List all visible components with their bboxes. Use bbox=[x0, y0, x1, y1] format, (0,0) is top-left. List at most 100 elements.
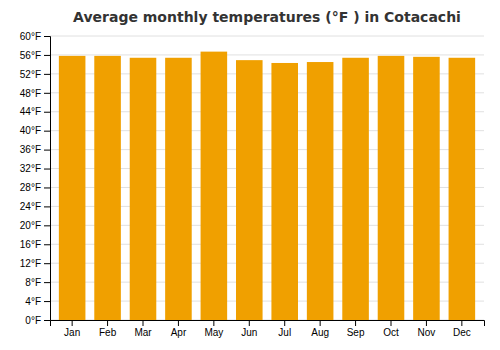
tick-mark bbox=[44, 263, 50, 264]
tick-mark bbox=[320, 320, 321, 326]
axis-line bbox=[51, 321, 485, 327]
bar bbox=[342, 58, 369, 320]
tick: Apr bbox=[171, 320, 187, 338]
tick: Jul bbox=[278, 320, 291, 338]
tick-mark bbox=[44, 93, 50, 94]
bar bbox=[165, 58, 192, 320]
bar bbox=[271, 63, 298, 320]
tick: 44°F bbox=[20, 106, 50, 117]
tick-mark bbox=[44, 112, 50, 113]
tick-mark bbox=[72, 320, 73, 326]
bar bbox=[413, 57, 440, 320]
tick-mark bbox=[44, 187, 50, 188]
tick-label: 44°F bbox=[20, 106, 41, 117]
tick: 60°F bbox=[20, 31, 50, 42]
tick-mark bbox=[284, 320, 285, 326]
tick-label: 52°F bbox=[20, 69, 41, 80]
tick-mark bbox=[178, 320, 179, 326]
tick-label: 0°F bbox=[25, 315, 41, 326]
tick-label: Jul bbox=[278, 327, 291, 338]
tick-label: Mar bbox=[134, 327, 152, 338]
tick: Oct bbox=[383, 320, 399, 338]
bar bbox=[94, 56, 121, 320]
tick-label: 60°F bbox=[20, 31, 41, 42]
tick-label: 4°F bbox=[25, 296, 41, 307]
tick-label: 32°F bbox=[20, 163, 41, 174]
tick-mark bbox=[143, 320, 144, 326]
tick: 32°F bbox=[20, 163, 50, 174]
bar bbox=[201, 52, 228, 320]
bar bbox=[130, 58, 157, 320]
bars bbox=[59, 52, 475, 320]
bar bbox=[449, 58, 476, 320]
tick-mark bbox=[391, 320, 392, 326]
tick: Sep bbox=[347, 320, 365, 338]
tick: 20°F bbox=[20, 220, 50, 231]
tick-mark bbox=[107, 320, 108, 326]
tick-mark bbox=[44, 74, 50, 75]
tick: 8°F bbox=[25, 277, 50, 288]
grid bbox=[50, 36, 484, 320]
tick-label: 12°F bbox=[20, 258, 41, 269]
tick: Jan bbox=[64, 320, 80, 338]
tick: 0°F bbox=[25, 315, 50, 326]
tick: Mar bbox=[134, 320, 152, 338]
tick-label: 36°F bbox=[20, 144, 41, 155]
bar bbox=[59, 56, 86, 320]
tick-label: Jun bbox=[241, 327, 257, 338]
x-axis: Jan Feb Mar Apr May Jun Jul Aug Sep Oct Nov Dec bbox=[51, 320, 485, 338]
tick-label: Aug bbox=[311, 327, 329, 338]
tick: Nov bbox=[418, 320, 436, 338]
axis-line bbox=[44, 37, 51, 321]
tick-label: 24°F bbox=[20, 201, 41, 212]
chart: Jan Feb Mar Apr May Jun Jul Aug Sep Oct Nov Dec 0°F 4… bbox=[0, 0, 500, 350]
tick-mark bbox=[44, 55, 50, 56]
tick: 4°F bbox=[25, 296, 50, 307]
tick-label: Feb bbox=[99, 327, 117, 338]
grid-line bbox=[50, 36, 484, 37]
tick-mark bbox=[44, 225, 50, 226]
tick: Feb bbox=[99, 320, 117, 338]
tick-mark bbox=[44, 244, 50, 245]
tick: 52°F bbox=[20, 69, 50, 80]
tick-label: 8°F bbox=[25, 277, 41, 288]
tick: May bbox=[204, 320, 223, 338]
tick: Aug bbox=[311, 320, 329, 338]
tick: 12°F bbox=[20, 258, 50, 269]
tick-mark bbox=[44, 169, 50, 170]
tick-mark bbox=[44, 301, 50, 302]
tick-mark bbox=[461, 320, 462, 326]
tick-label: Apr bbox=[171, 327, 187, 338]
tick: 24°F bbox=[20, 201, 50, 212]
tick-mark bbox=[213, 320, 214, 326]
tick-label: 40°F bbox=[20, 125, 41, 136]
tick-label: Dec bbox=[453, 327, 471, 338]
bar bbox=[236, 60, 263, 320]
tick-label: Nov bbox=[418, 327, 436, 338]
tick-mark bbox=[355, 320, 356, 326]
tick-mark bbox=[44, 36, 50, 37]
tick-label: 28°F bbox=[20, 182, 41, 193]
tick: 56°F bbox=[20, 50, 50, 61]
tick: 48°F bbox=[20, 88, 50, 99]
tick-mark bbox=[44, 282, 50, 283]
tick: 28°F bbox=[20, 182, 50, 193]
tick: 40°F bbox=[20, 125, 50, 136]
bar bbox=[378, 56, 405, 320]
title: Average monthly temperatures (°F ) in Co… bbox=[73, 9, 461, 25]
grid-line bbox=[50, 54, 484, 55]
tick-label: 48°F bbox=[20, 88, 41, 99]
tick-mark bbox=[44, 131, 50, 132]
tick-mark bbox=[426, 320, 427, 326]
tick-mark bbox=[44, 150, 50, 151]
tick: 36°F bbox=[20, 144, 50, 155]
tick-label: May bbox=[204, 327, 223, 338]
tick-label: Sep bbox=[347, 327, 365, 338]
tick-mark bbox=[44, 206, 50, 207]
bar bbox=[307, 62, 334, 320]
tick-label: 20°F bbox=[20, 220, 41, 231]
tick: Jun bbox=[241, 320, 257, 338]
tick-label: Oct bbox=[383, 327, 399, 338]
plot: Jan Feb Mar Apr May Jun Jul Aug Sep Oct Nov Dec 0°F 4… bbox=[20, 31, 485, 338]
tick-label: 16°F bbox=[20, 239, 41, 250]
